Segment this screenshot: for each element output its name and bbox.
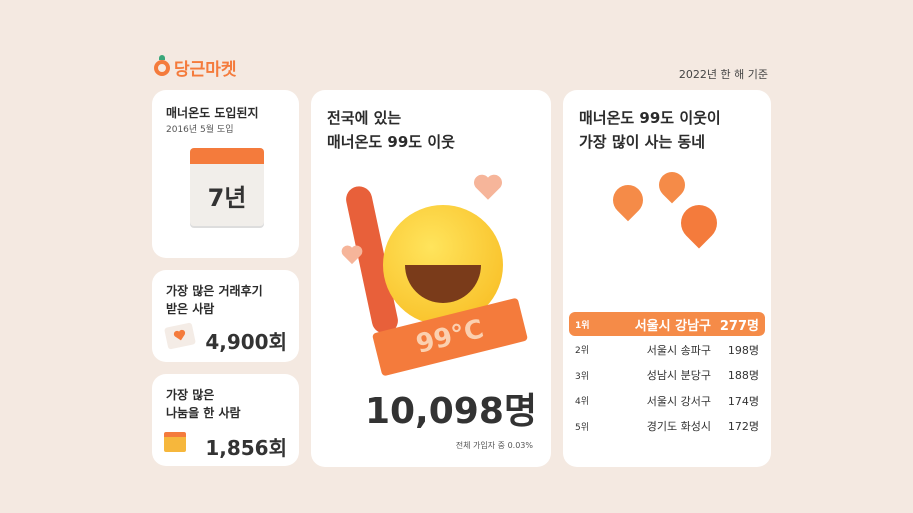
neighbors-note: 전체 가입자 중 0.03%	[455, 441, 533, 450]
ranking-row: 4위 서울시 강서구 174명	[569, 389, 765, 413]
ranking-name: 서울시 강남구	[634, 318, 711, 334]
neighbors-count: 10,098명	[364, 391, 537, 432]
card-title: 가장 많은 거래후기	[166, 284, 263, 298]
ranking-rank: 5위	[575, 422, 590, 433]
card-reviews: 가장 많은 거래후기 받은 사람 4,900회	[152, 270, 299, 362]
envelope-heart-icon	[164, 322, 196, 350]
ranking-name: 서울시 강서구	[646, 394, 711, 408]
ranking-rank: 1위	[575, 320, 590, 331]
map-pin-icon	[606, 178, 650, 222]
ranking-count: 198명	[727, 343, 759, 357]
years-value: 7년	[207, 184, 247, 212]
card-years: 매너온도 도입된지 2016년 5월 도입 7년	[152, 90, 299, 258]
card-title: 가장 많은	[166, 388, 215, 402]
card-title: 나눔을 한 사람	[166, 406, 241, 420]
ranking-name: 서울시 송파구	[646, 343, 711, 357]
reviews-value: 4,900회	[205, 330, 287, 354]
card-title: 받은 사람	[166, 302, 215, 316]
carrot-icon	[154, 54, 170, 76]
ranking-row: 2위 서울시 송파구 198명	[569, 338, 765, 362]
card-neighbors: 전국에 있는 매너온도 99도 이웃 99°C 10,098명 전체 가입자 중…	[311, 90, 551, 467]
card-title: 매너온도 도입된지	[166, 106, 259, 120]
card-ranking: 매너온도 99도 이웃이 가장 많이 사는 동네 1위 서울시 강남구 277명 2위…	[563, 90, 771, 467]
ranking-rank: 2위	[575, 346, 590, 356]
temperature-badge: 99°C	[413, 314, 487, 360]
laughing-emoji-icon	[383, 205, 503, 325]
ranking-count: 172명	[727, 420, 759, 433]
card-subtitle: 2016년 5월 도입	[166, 125, 234, 135]
brand-logo: 당근마켓	[154, 54, 237, 80]
card-sharing: 가장 많은 나눔을 한 사람 1,856회	[152, 374, 299, 466]
heart-icon	[341, 245, 363, 265]
ranking-name: 성남시 분당구	[646, 369, 711, 382]
ranking-rank: 3위	[575, 371, 590, 382]
ranking-row: 5위 경기도 화성시 172명	[569, 414, 765, 438]
ranking-count: 188명	[727, 369, 759, 382]
ranking-name: 경기도 화성시	[646, 420, 711, 433]
calendar-icon: 7년	[190, 148, 264, 226]
gift-icon	[164, 432, 186, 452]
heart-icon	[474, 174, 502, 200]
ranking-count: 174명	[727, 394, 759, 408]
map-pin-icon	[653, 166, 691, 204]
basis-label: 2022년 한 해 기준	[678, 68, 768, 81]
ranking-row: 3위 성남시 분당구 188명	[569, 363, 765, 387]
brand-name: 당근마켓	[174, 60, 237, 80]
ranking-row: 1위 서울시 강남구 277명	[569, 312, 765, 336]
map-pin-icon	[673, 197, 725, 249]
card-title: 가장 많이 사는 동네	[579, 133, 706, 151]
ranking-count: 277명	[719, 318, 759, 334]
card-title: 매너온도 99도 이웃	[327, 133, 455, 151]
card-title: 전국에 있는	[327, 109, 402, 127]
card-title: 매너온도 99도 이웃이	[579, 109, 721, 127]
ranking-rank: 4위	[575, 397, 590, 407]
sharing-value: 1,856회	[205, 436, 287, 460]
